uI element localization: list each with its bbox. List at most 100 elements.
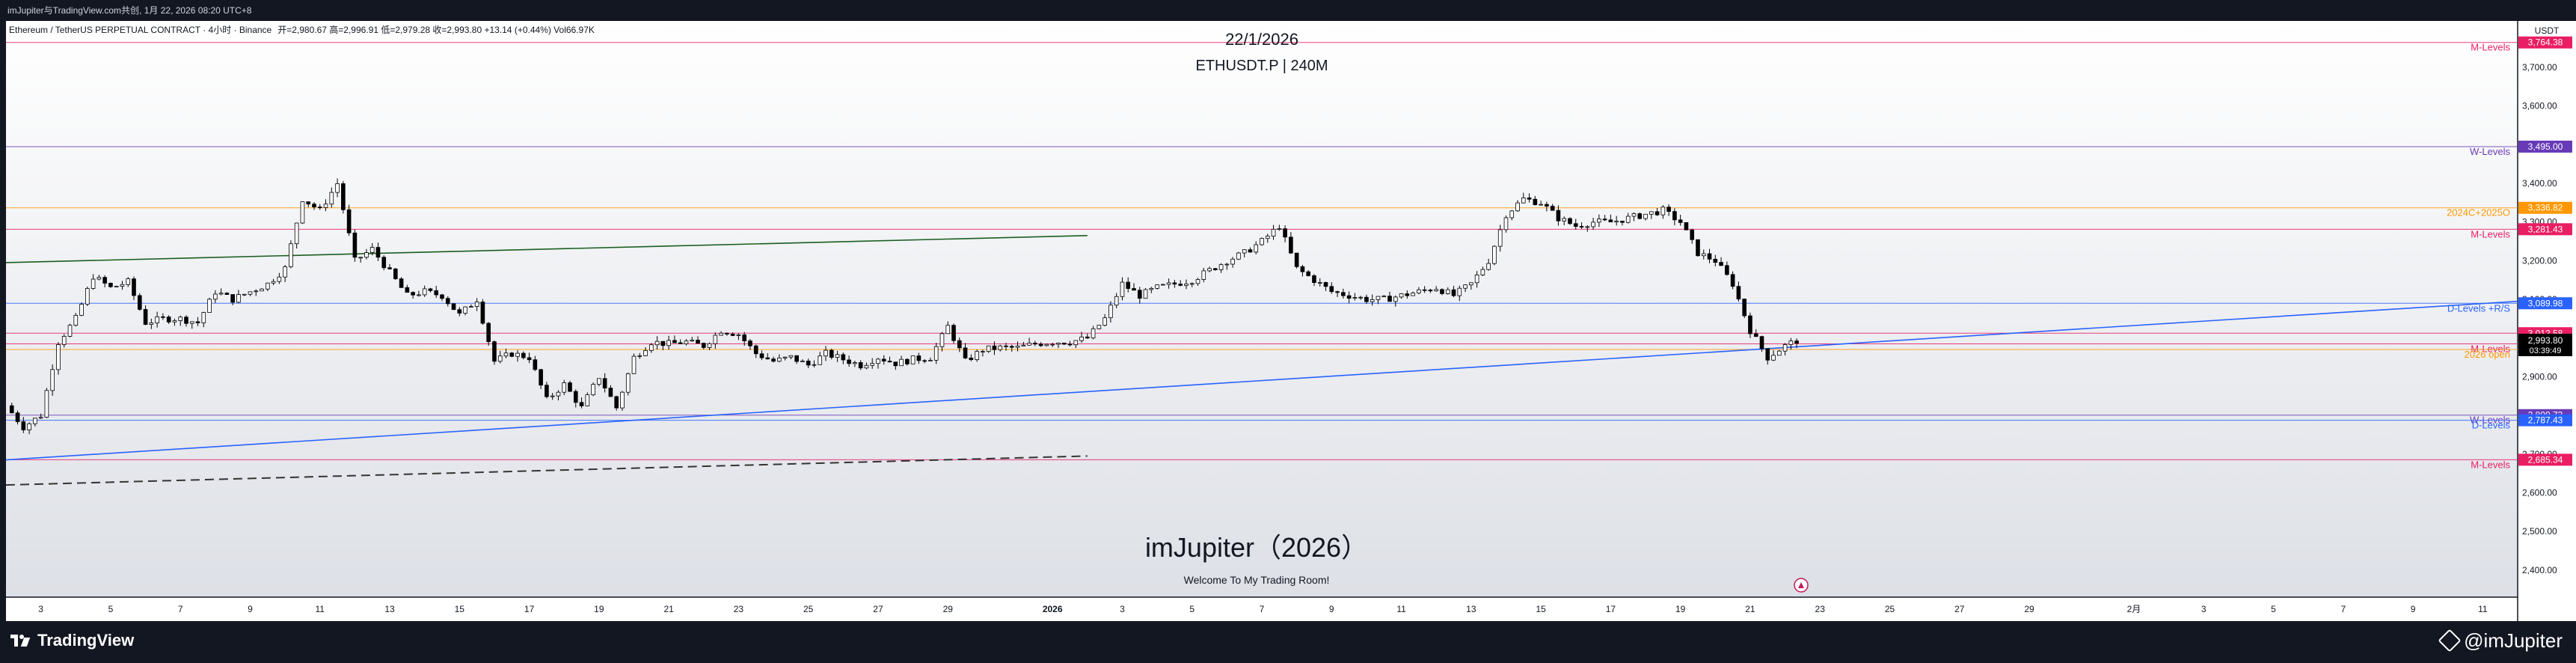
trendline	[5, 455, 1088, 486]
candle-body	[1073, 340, 1079, 346]
candle-body	[474, 302, 479, 307]
candle-body	[678, 342, 683, 344]
candle-body	[218, 293, 224, 295]
candle-body	[289, 243, 293, 267]
candle-body	[1591, 221, 1595, 227]
price-badge	[2518, 453, 2572, 466]
candle-body	[1643, 213, 1648, 219]
candle-body	[207, 299, 212, 313]
candle-body	[666, 340, 671, 346]
candle-body	[1056, 343, 1061, 345]
level-label: 2024C+2025O	[2447, 207, 2510, 219]
replay-icon[interactable]	[1794, 578, 1809, 593]
level-label: M-Levels	[2471, 228, 2510, 239]
price-chart[interactable]: M-Levels W-Levels 2024C+2025O M-Levels D-Lev…	[0, 21, 2576, 621]
candle-body	[399, 278, 404, 288]
candle-body	[1509, 210, 1515, 219]
candle-body	[1381, 296, 1387, 298]
candle-body	[1742, 299, 1747, 317]
candle-body	[1556, 210, 1561, 221]
candle-body	[56, 344, 61, 370]
price-badge	[2518, 223, 2572, 236]
candle-body	[1655, 211, 1660, 216]
candle-body	[1114, 296, 1119, 306]
candle-body	[713, 334, 718, 344]
date-tick-label: 13	[1466, 604, 1476, 614]
candle-body	[1440, 289, 1444, 294]
candle-body	[939, 333, 945, 347]
level-label: D-Levels	[2472, 420, 2511, 431]
candle-body	[1696, 239, 1700, 257]
candle-body	[1137, 290, 1142, 299]
candle-body	[312, 204, 316, 208]
candle-body	[1748, 315, 1752, 334]
candle-body	[1312, 275, 1316, 283]
branding-footer: TradingView @imJupiter	[0, 621, 2576, 663]
candle-body	[1469, 282, 1473, 286]
candle-body	[893, 361, 898, 367]
candle-body	[33, 418, 37, 424]
candle-body	[545, 385, 549, 397]
candle-body	[928, 359, 933, 361]
date-tick-label: 19	[594, 604, 604, 614]
candle-body	[521, 352, 526, 358]
date-tick-label: 25	[803, 604, 814, 614]
candle-body	[50, 369, 55, 391]
time-axis[interactable]	[6, 597, 2518, 621]
candle-body	[1103, 317, 1107, 326]
price-badge	[2518, 140, 2572, 153]
candle-body	[300, 201, 305, 224]
candle-body	[1539, 204, 1543, 206]
date-tick-label: 9	[1329, 604, 1334, 614]
candle-body	[189, 321, 194, 324]
candle-body	[91, 278, 96, 289]
candle-body	[1753, 333, 1758, 337]
candle-body	[1132, 288, 1136, 291]
date-tick-label: 15	[1536, 604, 1546, 614]
candle-body	[788, 355, 794, 358]
candle-body	[213, 293, 218, 300]
candle-body	[812, 364, 817, 366]
price-axis[interactable]	[2518, 21, 2576, 621]
candle-body	[178, 317, 183, 321]
date-tick-label: 11	[2478, 604, 2488, 614]
date-ticks: 3 5 7 9 11 13 15 17 19 21 23 25 27 29 2026 3 5 7 9 11 13 15 17…	[38, 604, 2488, 614]
plot-area[interactable]	[6, 21, 2518, 597]
candle-body	[1306, 271, 1310, 276]
date-tick-label: 27	[1954, 604, 1965, 614]
candle-body	[1660, 207, 1666, 216]
price-badge-label: 3,336.82	[2528, 203, 2563, 213]
candle-body	[1358, 296, 1363, 299]
date-tick-label: 5	[2271, 604, 2276, 614]
date-tick-label: 19	[1675, 604, 1686, 614]
candle-body	[1178, 284, 1183, 286]
candle-body	[1184, 283, 1189, 286]
candle-body	[1794, 340, 1799, 344]
price-tick-label: 2,900.00	[2522, 371, 2557, 382]
candle-body	[1387, 296, 1392, 302]
candle-body	[1788, 340, 1794, 345]
price-tick-label: 2,600.00	[2522, 487, 2557, 498]
candle-body	[951, 325, 956, 341]
candle-body	[1497, 229, 1503, 247]
candle-body	[1602, 219, 1607, 221]
candle-body	[602, 378, 607, 389]
candle-body	[1625, 216, 1631, 223]
candle-body	[445, 298, 450, 305]
candle-body	[847, 359, 851, 364]
candle-body	[1550, 206, 1555, 211]
candle-body	[1730, 274, 1735, 287]
candle-body	[654, 340, 660, 346]
candle-body	[417, 294, 421, 296]
candle-body	[515, 352, 520, 357]
candle-body	[1242, 249, 1247, 254]
candle-body	[771, 358, 776, 362]
candle-body	[44, 390, 49, 418]
candle-body	[568, 382, 572, 392]
candle-body	[9, 405, 14, 414]
candle-body	[742, 334, 746, 341]
date-tick-label: 7	[178, 604, 183, 614]
candle-body	[1265, 236, 1270, 239]
candle-body	[341, 183, 346, 210]
candle-body	[1294, 252, 1299, 267]
